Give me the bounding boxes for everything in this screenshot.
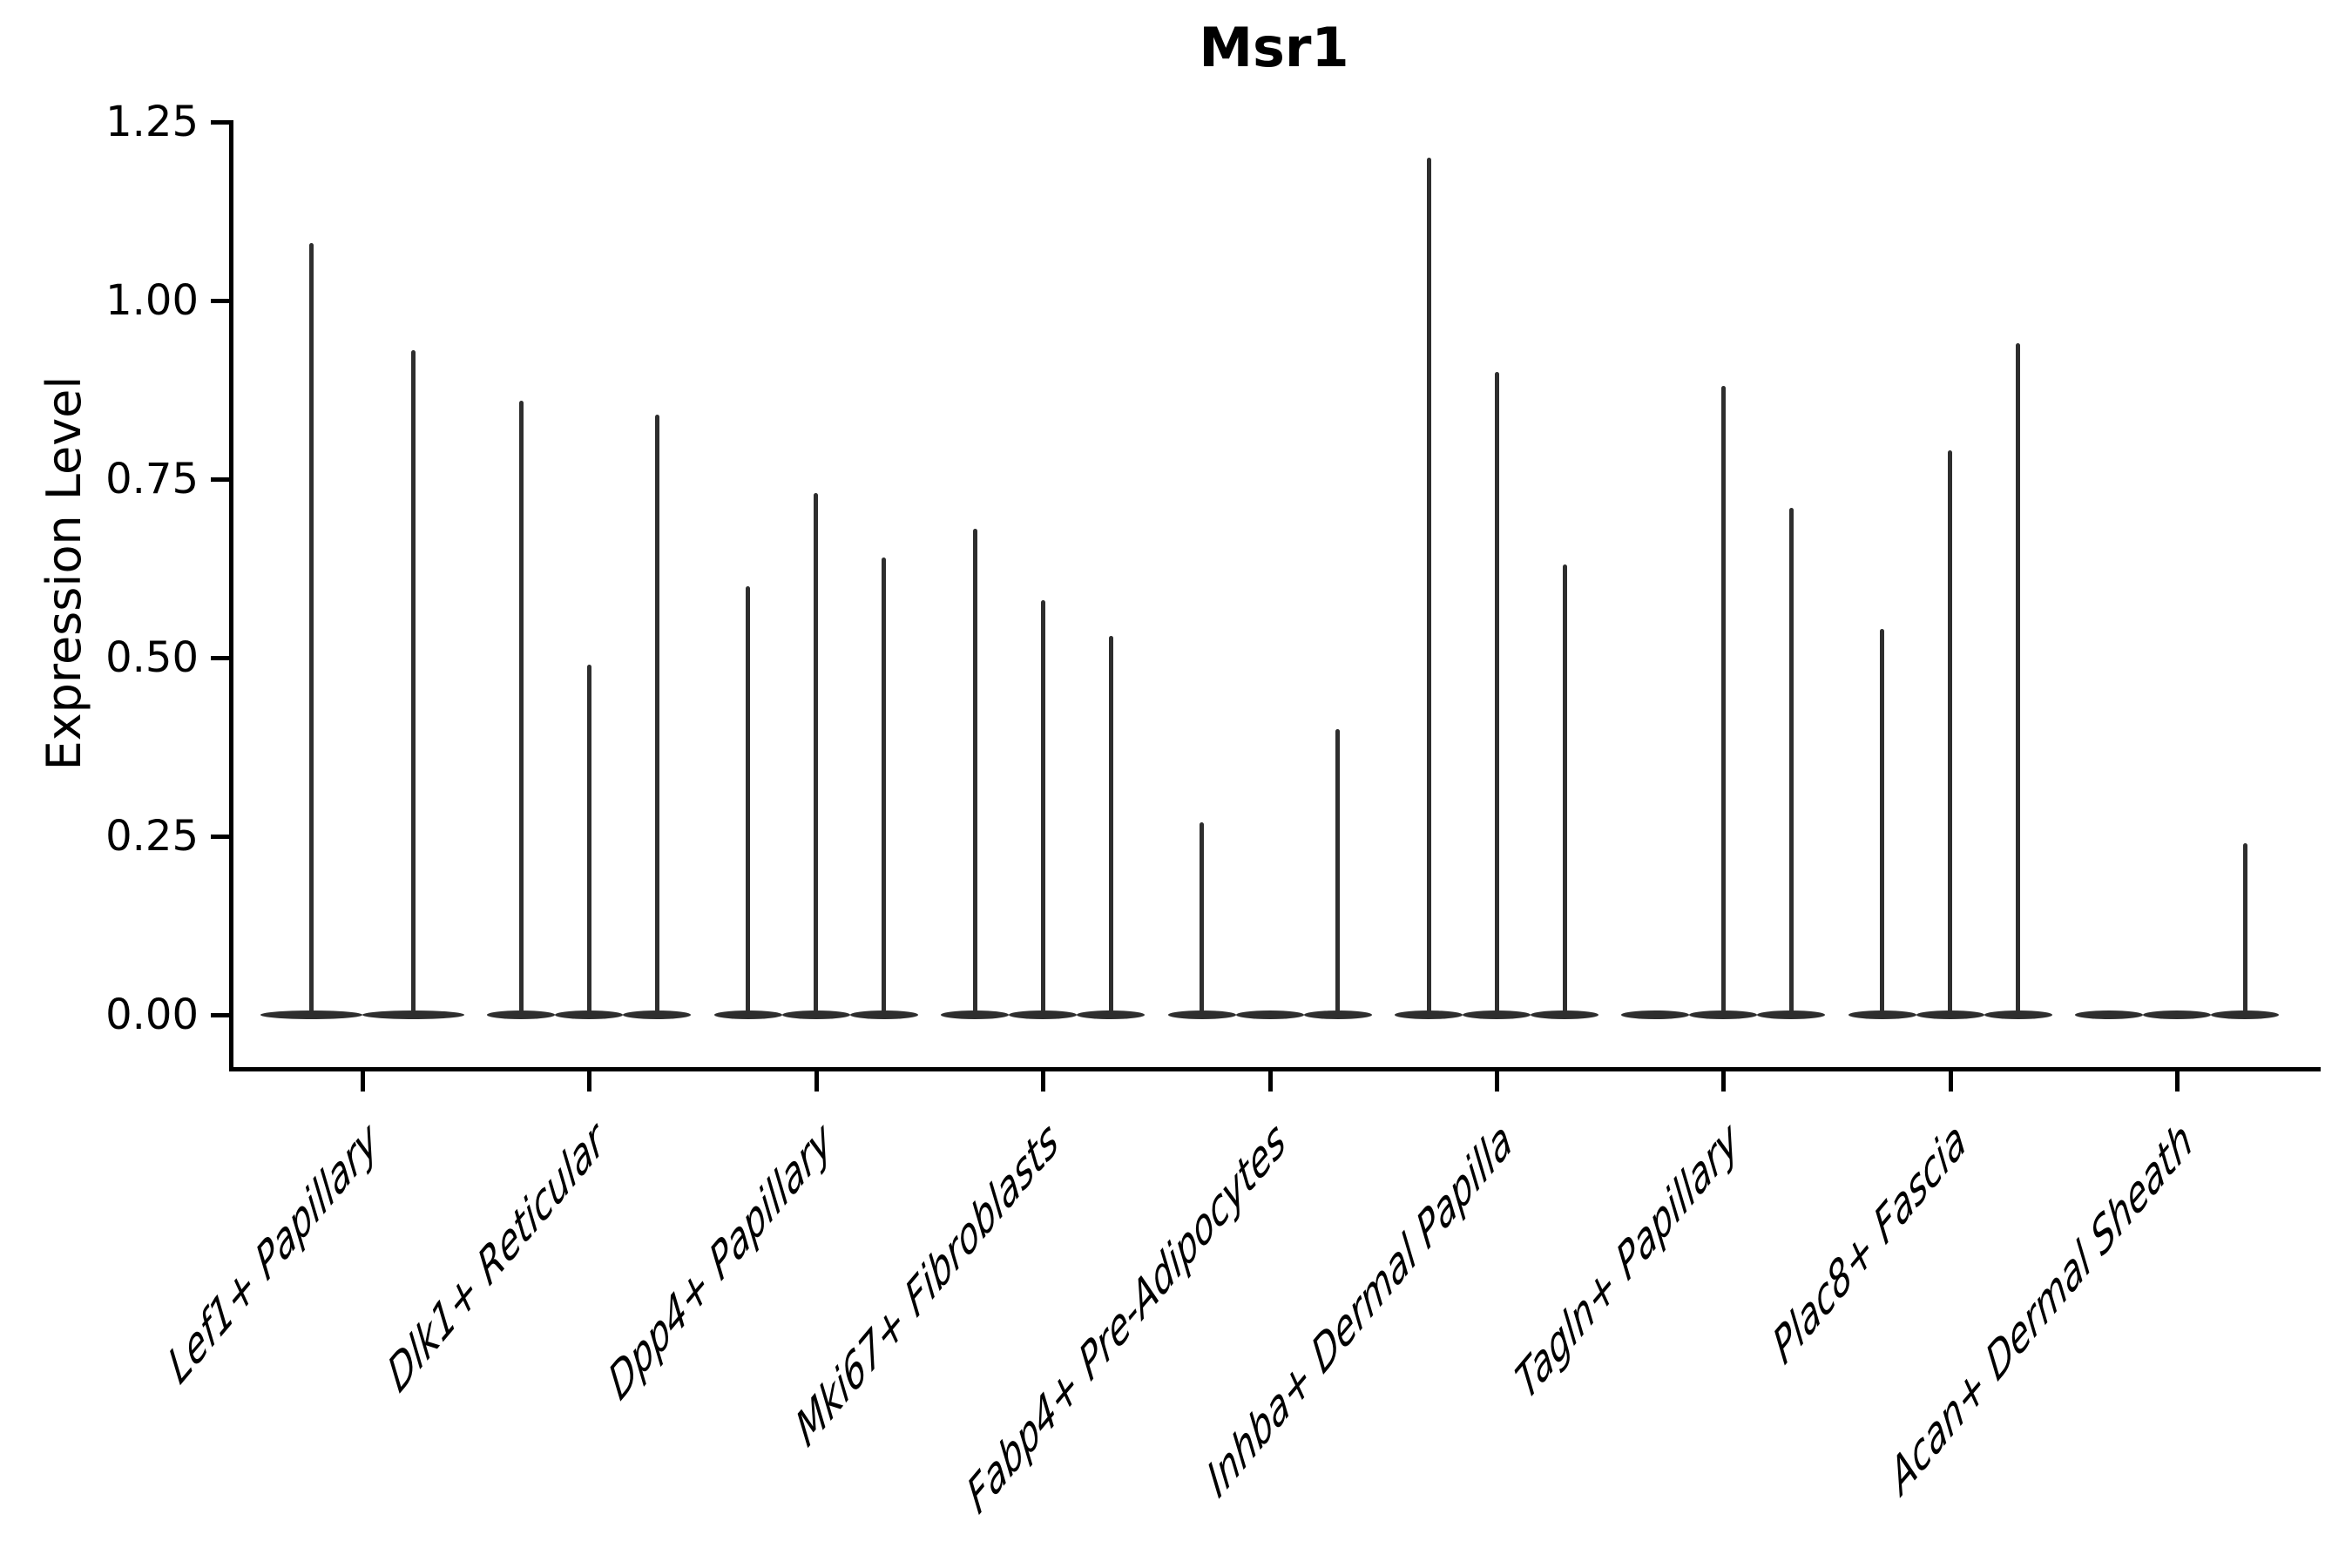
violin-spike: [972, 529, 977, 1015]
y-tick-label: 0.00: [105, 990, 199, 1039]
violin-base: [487, 1010, 556, 1019]
violin-spike: [1562, 564, 1567, 1015]
violin-base: [1621, 1010, 1690, 1019]
x-tick: [1721, 1069, 1727, 1092]
y-axis-spine: [229, 120, 233, 1071]
chart-title: Msr1: [1199, 16, 1349, 79]
y-tick: [211, 299, 230, 303]
violin-spike: [1720, 386, 1726, 1015]
violin-base: [1848, 1010, 1916, 1019]
y-tick-label: 0.50: [105, 633, 199, 682]
y-tick: [211, 1013, 230, 1017]
violin-spike: [1335, 729, 1341, 1015]
violin-spike: [654, 415, 659, 1015]
violin-spike: [1880, 629, 1885, 1015]
violin-spike: [1200, 821, 1205, 1015]
x-tick: [1495, 1069, 1499, 1092]
x-axis-spine: [229, 1067, 2321, 1071]
violin-base: [713, 1010, 782, 1019]
violin-base: [362, 1010, 464, 1019]
violin-base: [2143, 1010, 2212, 1019]
y-tick: [211, 120, 230, 125]
x-tick: [1948, 1069, 1953, 1092]
violin-spike: [411, 350, 416, 1015]
violin-base: [1463, 1010, 1531, 1019]
violin-base: [1757, 1010, 1826, 1019]
violin-base: [1235, 1010, 1304, 1019]
violin-base: [1531, 1010, 1598, 1019]
y-tick: [211, 477, 230, 482]
violin-base: [849, 1010, 918, 1019]
violin-base: [260, 1010, 362, 1019]
violin-base: [2075, 1010, 2144, 1019]
violin-base: [1984, 1010, 2052, 1019]
violin-base: [1916, 1010, 1984, 1019]
violin-spike: [1948, 450, 1953, 1015]
y-tick-label: 1.25: [105, 98, 199, 146]
y-tick-label: 0.25: [105, 812, 199, 861]
violin-spike: [309, 243, 314, 1015]
x-tick: [587, 1069, 592, 1092]
violin-spike: [814, 493, 819, 1015]
violin-spike: [1426, 158, 1431, 1015]
violin-base: [1689, 1010, 1758, 1019]
violin-base: [1167, 1010, 1236, 1019]
violin-base: [1077, 1010, 1146, 1019]
violin-base: [941, 1010, 1010, 1019]
y-tick-label: 1.00: [105, 276, 199, 325]
violin-base: [555, 1010, 624, 1019]
y-tick-label: 0.75: [105, 455, 199, 504]
x-tick: [1041, 1069, 1046, 1092]
violin-spike: [586, 665, 591, 1015]
x-tick: [1267, 1069, 1273, 1092]
violin-spike: [746, 586, 751, 1015]
violin-spike: [1040, 600, 1045, 1015]
x-tick: [814, 1069, 819, 1092]
violin-base: [1009, 1010, 1078, 1019]
x-tick-label: Lef1+ Papillary: [161, 1110, 385, 1397]
violin-base: [781, 1010, 850, 1019]
y-tick: [211, 835, 230, 839]
violin-spike: [2016, 343, 2021, 1015]
x-tick: [361, 1069, 365, 1092]
violin-spike: [1788, 507, 1794, 1015]
violin-spike: [518, 400, 524, 1015]
violin-base: [623, 1010, 692, 1019]
violin-spike: [882, 558, 887, 1015]
y-tick: [211, 656, 230, 660]
violin-base: [1395, 1010, 1463, 1019]
violin-spike: [1108, 636, 1113, 1015]
y-axis-label: Expression Level: [37, 375, 91, 771]
violin-spike: [2242, 843, 2247, 1015]
violin-base: [1303, 1010, 1372, 1019]
violin-spike: [1494, 372, 1499, 1015]
x-tick: [2175, 1069, 2180, 1092]
violin-base: [2211, 1010, 2280, 1019]
